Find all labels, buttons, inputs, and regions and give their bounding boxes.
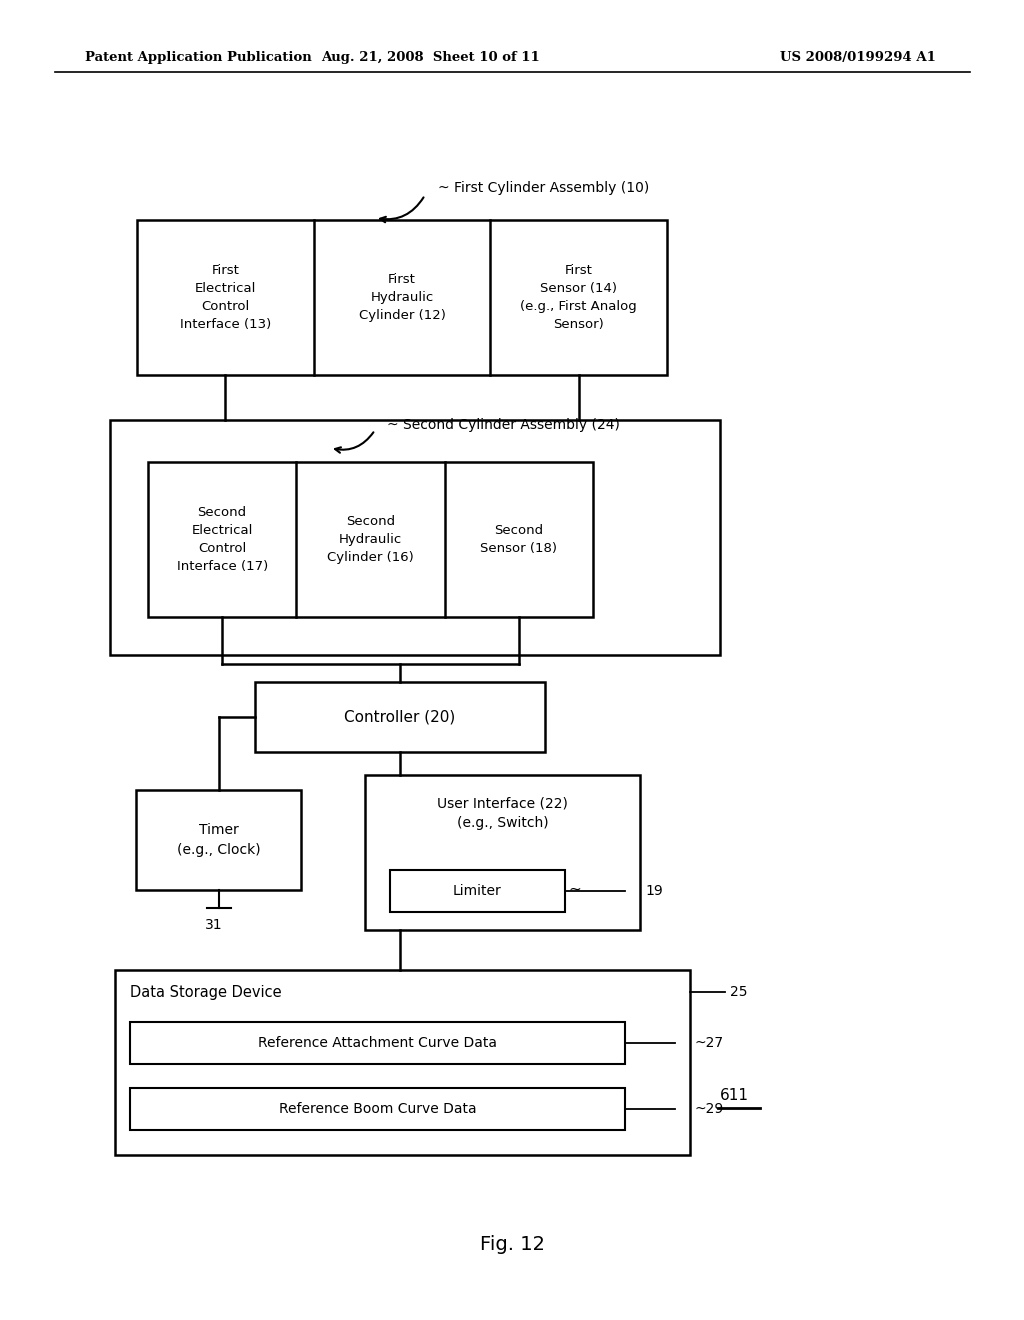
Text: Reference Attachment Curve Data: Reference Attachment Curve Data <box>258 1036 497 1049</box>
Text: Timer
(e.g., Clock): Timer (e.g., Clock) <box>177 824 260 857</box>
Text: First
Electrical
Control
Interface (13): First Electrical Control Interface (13) <box>179 264 271 331</box>
Bar <box>136 789 301 890</box>
Text: US 2008/0199294 A1: US 2008/0199294 A1 <box>780 51 936 65</box>
Bar <box>110 420 720 655</box>
Text: ~: ~ <box>568 882 581 896</box>
Text: User Interface (22)
(e.g., Switch): User Interface (22) (e.g., Switch) <box>437 796 568 830</box>
Bar <box>137 220 667 375</box>
Bar <box>130 1022 625 1064</box>
Text: Controller (20): Controller (20) <box>344 710 456 725</box>
Bar <box>130 1088 625 1130</box>
Text: ~29: ~29 <box>695 1102 724 1115</box>
Text: 25: 25 <box>730 985 748 999</box>
Text: 19: 19 <box>645 884 663 898</box>
Bar <box>148 462 593 616</box>
Bar <box>255 682 545 752</box>
Text: Limiter: Limiter <box>454 884 502 898</box>
Text: First
Hydraulic
Cylinder (12): First Hydraulic Cylinder (12) <box>358 273 445 322</box>
Text: ~ First Cylinder Assembly (10): ~ First Cylinder Assembly (10) <box>438 181 649 195</box>
Bar <box>390 870 565 912</box>
Bar <box>115 970 690 1155</box>
Text: First
Sensor (14)
(e.g., First Analog
Sensor): First Sensor (14) (e.g., First Analog Se… <box>520 264 637 331</box>
Text: Second
Electrical
Control
Interface (17): Second Electrical Control Interface (17) <box>176 506 268 573</box>
Text: Aug. 21, 2008  Sheet 10 of 11: Aug. 21, 2008 Sheet 10 of 11 <box>321 51 540 65</box>
Text: Second
Hydraulic
Cylinder (16): Second Hydraulic Cylinder (16) <box>327 515 414 564</box>
Text: Second
Sensor (18): Second Sensor (18) <box>480 524 557 554</box>
Text: Data Storage Device: Data Storage Device <box>130 985 282 999</box>
Text: Patent Application Publication: Patent Application Publication <box>85 51 311 65</box>
Text: 31: 31 <box>205 917 222 932</box>
Text: 611: 611 <box>720 1088 749 1102</box>
Text: Fig. 12: Fig. 12 <box>479 1236 545 1254</box>
Text: ~27: ~27 <box>695 1036 724 1049</box>
Text: ~ Second Cylinder Assembly (24): ~ Second Cylinder Assembly (24) <box>387 418 620 432</box>
Text: Reference Boom Curve Data: Reference Boom Curve Data <box>279 1102 476 1115</box>
Bar <box>365 775 640 931</box>
